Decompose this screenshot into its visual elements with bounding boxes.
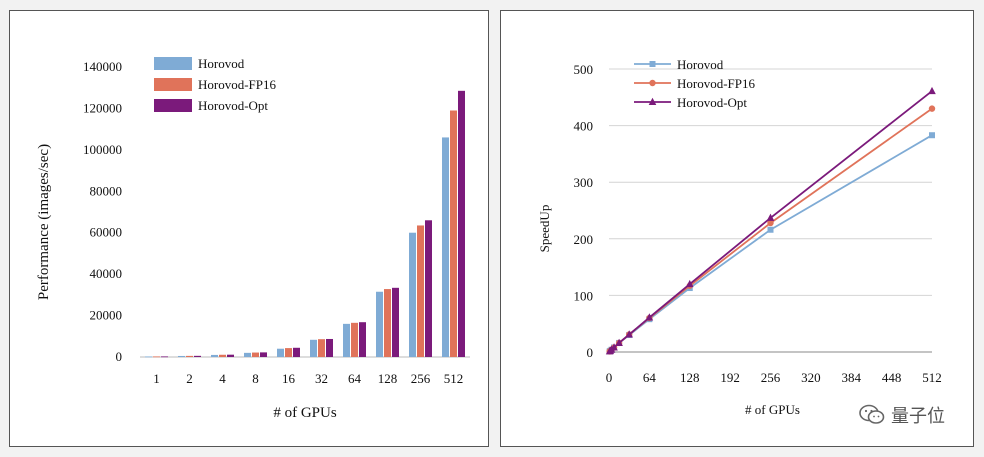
y-tick-label: 100000 (83, 142, 122, 157)
bar-horovod-256 (409, 232, 416, 357)
bar-horovod-512 (442, 137, 449, 357)
bar-horovod-8 (244, 352, 251, 357)
bar-horovod-fp16-32 (318, 339, 325, 357)
bar-horovod-16 (277, 348, 284, 357)
bar-horovod-2 (178, 355, 185, 357)
legend-swatch (154, 57, 192, 70)
series-line-horovod (609, 134, 933, 353)
y-tick-label: 120000 (83, 100, 122, 115)
x-tick-label: 8 (252, 371, 259, 386)
legend-marker (648, 97, 657, 105)
legend-label: Horovod-FP16 (198, 77, 277, 92)
y-tick-label: 20000 (90, 308, 123, 323)
legend-swatch (154, 78, 192, 91)
y-tick-label: 40000 (90, 266, 123, 281)
x-tick-label: 512 (922, 370, 942, 385)
point-horovod (767, 226, 774, 233)
legend-label: Horovod-Opt (677, 95, 747, 110)
y-tick-label: 400 (574, 119, 594, 134)
legend-marker (649, 79, 656, 87)
x-tick-label: 0 (606, 370, 613, 385)
x-tick-label: 1 (153, 371, 160, 386)
speedup-chart-panel: 0 100 200 300 400 500 0 64 128 192 256 320 384 448 512… (500, 10, 974, 447)
bar-chart: 0 20000 40000 60000 80000 100000 120000 140000 1… (36, 56, 470, 421)
bar-horovod-opt-2 (194, 355, 201, 357)
bar-horovod-fp16-8 (252, 352, 259, 357)
point-horovod-opt (625, 330, 633, 338)
point-horovod-opt (766, 213, 775, 221)
y-tick-label: 200 (574, 232, 594, 247)
y-axis-title: Performance (images/sec) (36, 144, 52, 300)
y-axis-title: SpeedUp (537, 205, 552, 253)
point-horovod-opt (645, 313, 654, 321)
x-axis-title: # of GPUs (745, 402, 800, 417)
y-tick-label: 100 (574, 288, 594, 303)
legend-label: Horovod (198, 56, 245, 71)
bar-horovod-opt-512 (458, 90, 465, 358)
bar-horovod-opt-64 (359, 322, 366, 357)
y-tick-label: 140000 (83, 59, 122, 74)
point-horovod (929, 132, 935, 139)
bar-horovod-opt-8 (260, 352, 267, 357)
x-tick-label: 128 (680, 370, 700, 385)
bar-horovod-128 (376, 291, 383, 357)
y-tick-label: 500 (574, 62, 594, 77)
bar-horovod-opt-256 (425, 220, 432, 357)
bar-horovod-32 (310, 339, 317, 357)
point-horovod-opt (928, 86, 936, 95)
wechat-icon (859, 404, 885, 424)
x-tick-label: 384 (842, 370, 862, 385)
x-tick-label: 2 (186, 371, 193, 386)
x-tick-label: 256 (411, 371, 431, 386)
x-tick-label: 32 (315, 371, 328, 386)
line-chart: 0 100 200 300 400 500 0 64 128 192 256 320 384 448 512… (537, 57, 942, 417)
bar-chart-panel: 0 20000 40000 60000 80000 100000 120000 140000 1… (9, 10, 489, 447)
bar-horovod-fp16-64 (351, 322, 358, 357)
legend-marker (649, 61, 656, 67)
legend-label: Horovod (677, 57, 724, 72)
bar-horovod-fp16-256 (417, 225, 424, 357)
x-tick-label: 64 (643, 370, 657, 385)
x-tick-label: 512 (444, 371, 464, 386)
bar-horovod-opt-128 (392, 287, 399, 357)
legend-label: Horovod-Opt (198, 98, 268, 113)
legend-swatch (154, 99, 192, 112)
watermark-text: 量子位 (891, 406, 945, 427)
x-tick-label: 64 (348, 371, 362, 386)
point-horovod-opt (610, 343, 618, 351)
bar-horovod-opt-16 (293, 347, 300, 357)
bar-horovod-opt-32 (326, 338, 333, 357)
y-tick-label: 0 (587, 345, 594, 360)
y-tick-label: 0 (116, 349, 123, 364)
bar-horovod-1 (145, 356, 152, 358)
point-horovod-opt (685, 279, 694, 288)
y-tick-label: 60000 (90, 225, 123, 240)
bar-horovod-opt-4 (227, 354, 234, 357)
point-horovod-fp16 (767, 219, 774, 227)
x-tick-label: 448 (882, 370, 902, 385)
bar-horovod-fp16-128 (384, 289, 391, 357)
point-horovod-opt (615, 338, 623, 346)
x-tick-label: 192 (720, 370, 740, 385)
bar-horovod-fp16-512 (450, 110, 457, 357)
x-tick-label: 4 (219, 371, 226, 386)
x-tick-label: 128 (378, 371, 398, 386)
bar-horovod-fp16-1 (153, 356, 160, 358)
bar-horovod-fp16-16 (285, 348, 292, 357)
point-horovod-fp16 (928, 105, 936, 112)
x-axis-title: # of GPUs (273, 405, 337, 421)
bar-horovod-fp16-2 (186, 355, 193, 357)
legend-label: Horovod-FP16 (677, 76, 756, 91)
bar-horovod-fp16-4 (219, 354, 226, 357)
y-tick-label: 300 (574, 175, 594, 190)
bar-horovod-64 (343, 323, 350, 357)
watermark: 量子位 (859, 402, 945, 428)
x-tick-label: 256 (761, 370, 781, 385)
x-tick-label: 16 (282, 371, 296, 386)
bar-horovod-opt-1 (161, 356, 168, 358)
x-tick-label: 320 (801, 370, 821, 385)
bar-horovod-4 (211, 354, 218, 357)
y-tick-label: 80000 (90, 183, 123, 198)
